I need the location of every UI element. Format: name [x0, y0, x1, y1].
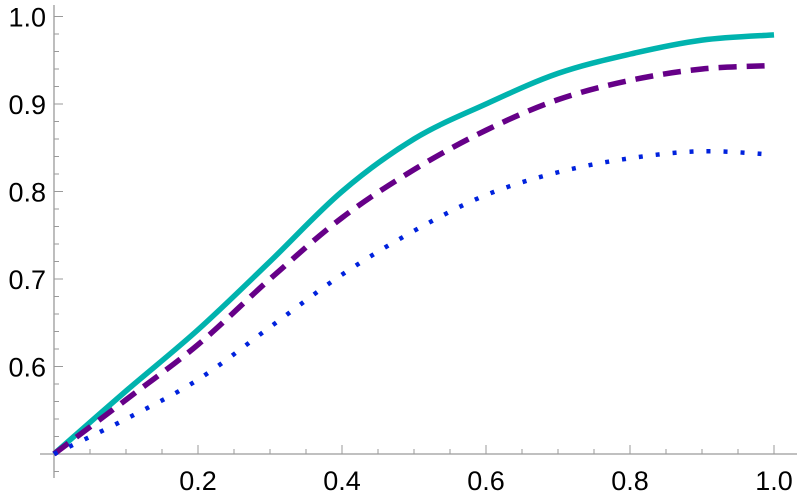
x-tick-label: 0.8 [611, 466, 649, 496]
x-tick-label: 0.6 [467, 466, 505, 496]
tick-labels: 0.2 0.4 0.6 0.8 1.0 0.6 0.7 0.8 0.9 1.0 [8, 3, 792, 497]
y-tick-label: 0.8 [8, 178, 46, 208]
axes [40, 5, 797, 478]
series-line-solid [52, 32, 775, 457]
x-tick-label: 0.2 [179, 466, 217, 496]
series-group [52, 32, 775, 457]
x-tick-label: 0.4 [323, 466, 361, 496]
y-tick-label: 0.7 [8, 265, 46, 295]
y-tick-label: 0.9 [8, 90, 46, 120]
x-tick-label: 1.0 [755, 466, 793, 496]
series-line-dashed [52, 62, 775, 457]
series-line-dotted [53, 148, 775, 457]
y-tick-label: 1.0 [8, 3, 46, 33]
y-tick-label: 0.6 [8, 353, 46, 383]
